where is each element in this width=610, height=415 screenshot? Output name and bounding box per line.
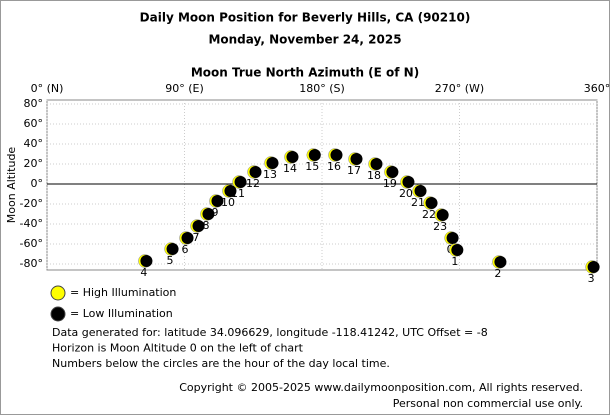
moon-point [494, 256, 507, 268]
moon-point [330, 149, 343, 161]
x-tick-label: 180° (S) [299, 82, 345, 95]
hour-label: 18 [367, 169, 381, 182]
moon-point [386, 166, 399, 178]
moon-point [402, 176, 415, 188]
moon-point [414, 185, 427, 197]
copyright: Personal non commercial use only. [393, 397, 583, 410]
moon-point [370, 158, 383, 170]
hour-label: 13 [263, 168, 277, 181]
legend-marker [50, 306, 66, 322]
y-tick-label: -40° [20, 217, 43, 230]
y-tick-label: -80° [20, 257, 43, 270]
y-tick-label: 0° [31, 177, 44, 190]
moon-point [308, 149, 321, 161]
hour-label: 23 [433, 220, 447, 233]
moon-point [286, 151, 299, 163]
moon-point [451, 244, 464, 256]
hour-label: 20 [399, 187, 413, 200]
hour-label: 5 [167, 254, 174, 267]
hour-label: 19 [383, 177, 397, 190]
x-axis-label: Moon True North Azimuth (E of N) [191, 66, 419, 80]
y-tick-label: 80° [24, 97, 44, 110]
moon-point [181, 232, 194, 244]
hour-label: 2 [494, 267, 501, 280]
chart-subtitle: Monday, November 24, 2025 [208, 33, 401, 47]
y-axis-label: Moon Altitude [5, 147, 18, 224]
hour-label: 21 [411, 196, 425, 209]
moon-point [192, 220, 205, 232]
hour-label: 15 [305, 160, 319, 173]
chart-title: Daily Moon Position for Beverly Hills, C… [140, 11, 471, 25]
moon-point [266, 157, 279, 169]
hour-label: 14 [283, 162, 297, 175]
moon-point [249, 166, 262, 178]
moon-point [140, 255, 153, 267]
y-tick-label: 40° [24, 137, 44, 150]
moon-point [436, 209, 449, 221]
legend-label: = Low Illumination [70, 307, 173, 320]
legend-label: = High Illumination [70, 286, 176, 299]
moon-point [224, 185, 237, 197]
moon-point [202, 208, 215, 220]
moon-point [587, 261, 600, 273]
note: Horizon is Moon Altitude 0 on the left o… [52, 342, 304, 355]
hour-label: 11 [231, 187, 245, 200]
hour-label: 16 [327, 160, 341, 173]
copyright: Copyright © 2005-2025 www.dailymoonposit… [179, 381, 583, 394]
x-tick-label: 0° (N) [31, 82, 64, 95]
x-tick-label: 90° (E) [165, 82, 204, 95]
hour-label: 1 [451, 255, 458, 268]
hour-label: 9 [211, 206, 218, 219]
hour-label: 12 [246, 177, 260, 190]
hour-label: 10 [221, 196, 235, 209]
hour-label: 8 [202, 219, 209, 232]
hour-label: 17 [347, 164, 361, 177]
moon-point [234, 176, 247, 188]
hour-label: 7 [193, 231, 200, 244]
y-tick-label: 20° [24, 157, 44, 170]
moon-point [350, 153, 363, 165]
hour-label: 4 [140, 266, 147, 279]
hour-label: 6 [182, 243, 189, 256]
moon-point [211, 195, 224, 207]
y-tick-label: -20° [20, 197, 43, 210]
moon-point [425, 197, 438, 209]
x-tick-label: 360° [584, 82, 610, 95]
y-tick-label: -60° [20, 237, 43, 250]
hour-label: 3 [588, 272, 595, 285]
legend-marker [50, 285, 66, 301]
y-tick-label: 60° [24, 117, 44, 130]
hour-label: 22 [422, 208, 436, 221]
note: Data generated for: latitude 34.096629, … [52, 326, 488, 339]
moon-point [446, 232, 459, 244]
note: Numbers below the circles are the hour o… [52, 357, 390, 370]
moon-point [166, 243, 179, 255]
x-tick-label: 270° (W) [435, 82, 484, 95]
